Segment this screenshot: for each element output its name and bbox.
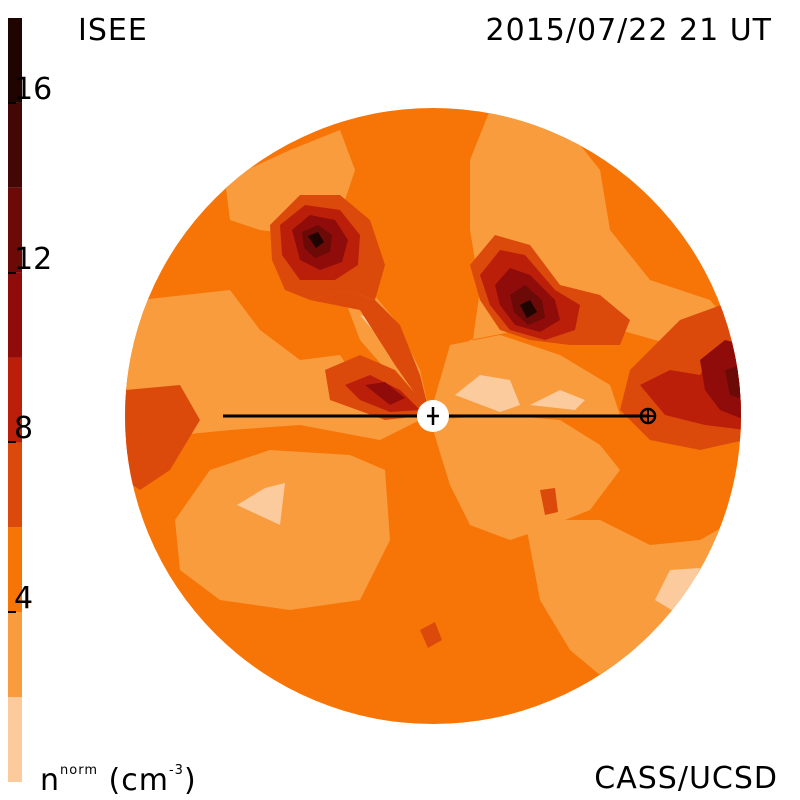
colorbar-unit-label: nnorm (cm-3) [40, 764, 197, 796]
colorbar-tick-label: 16 [14, 71, 53, 107]
earth-icon [639, 407, 657, 425]
region-darkest-center [520, 300, 537, 318]
density-disk [125, 108, 741, 724]
colorbar-tick-label: 8 [14, 411, 34, 447]
colorbar-tick-mark [8, 271, 16, 274]
colorbar-tick-label: 12 [14, 241, 53, 277]
colorbar-band-5 [8, 272, 22, 358]
colorbar-tick-mark [8, 101, 16, 104]
colorbar [8, 18, 22, 782]
region-dark-left [365, 382, 405, 405]
colorbar-tick-mark [8, 441, 16, 444]
region-light-bottom-left [175, 450, 390, 610]
credit-label: CASS/UCSD [594, 761, 778, 796]
unit-base: n [40, 763, 61, 798]
region-light-bottom-center [430, 415, 620, 540]
colorbar-band-7 [8, 102, 22, 188]
region-darkest-upper-left [308, 232, 324, 248]
region-mid-upper-left-arm [310, 290, 430, 415]
colorbar-band-8 [8, 18, 22, 103]
colorbar-tick-mark [8, 611, 16, 614]
timestamp-label: 2015/07/22 21 UT [485, 13, 772, 48]
unit-close: ) [183, 763, 197, 798]
region-mid-speck-2 [420, 622, 442, 648]
unit-superscript: norm [60, 763, 98, 778]
colorbar-band-1 [8, 612, 22, 698]
region-lightest-3 [237, 483, 285, 525]
region-mid-speck-1 [540, 488, 558, 515]
region-lightest-4 [655, 568, 700, 615]
region-light-top-center [430, 110, 735, 415]
colorbar-tick-label: 4 [14, 581, 34, 617]
region-lightest-2 [530, 390, 585, 410]
colorbar-band-3 [8, 442, 22, 528]
agency-label: ISEE [78, 13, 148, 48]
colorbar-band-2 [8, 527, 22, 613]
unit-paren: (cm [108, 763, 169, 798]
region-lightest-1 [455, 375, 520, 412]
colorbar-band-4 [8, 357, 22, 443]
colorbar-band-0 [8, 697, 22, 782]
sun-center-icon [417, 400, 449, 432]
region-mid-far-left [125, 385, 200, 490]
region-dark-right [700, 340, 741, 420]
colorbar-band-6 [8, 187, 22, 273]
unit-exponent: -3 [168, 763, 184, 778]
